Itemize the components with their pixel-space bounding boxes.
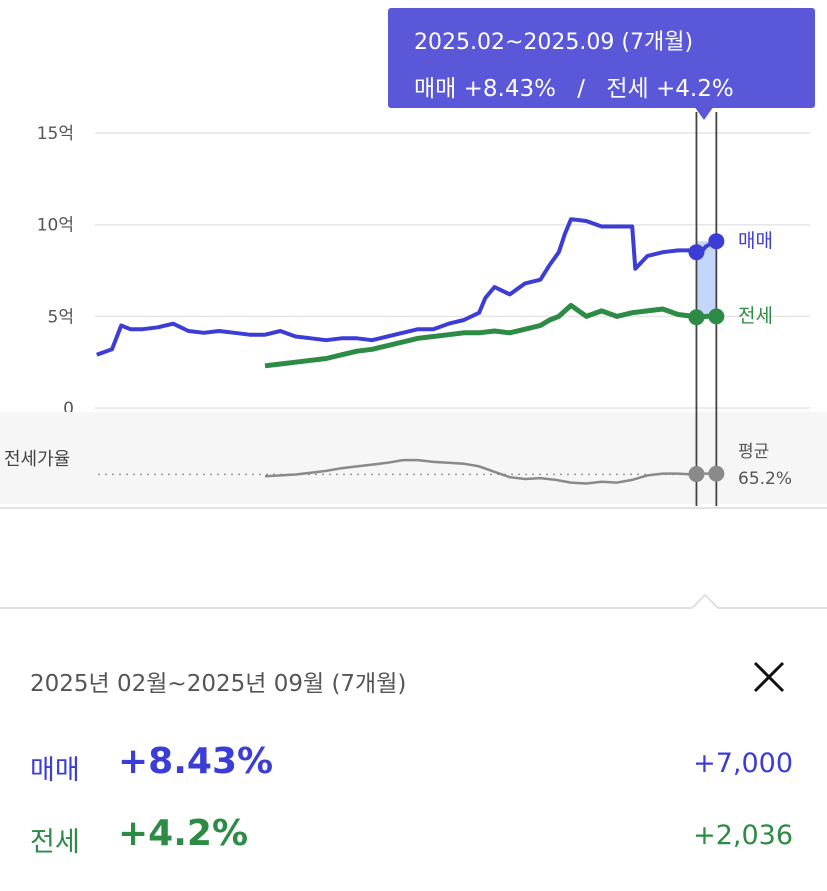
sale-point [688, 244, 705, 261]
sale-price-line [96, 217, 716, 357]
jeonse-point [688, 309, 705, 326]
sale-row-label: 매매 [30, 755, 80, 786]
y-tick-label: 10억 [37, 216, 74, 236]
selection-tooltip: 2025.02~2025.09 (7개월) 매매 +8.43% / 전세 +4.… [388, 8, 815, 108]
ratio-point [708, 465, 725, 482]
selection-highlight[interactable] [696, 241, 717, 317]
tooltip-sale-change: 매매 +8.43% [414, 76, 556, 102]
jeonse-price-line [264, 302, 715, 369]
ratio-avg-value: 65.2% [738, 469, 792, 489]
tooltip-separator: / [577, 76, 586, 102]
ratio-band-background [0, 412, 827, 504]
sale-series-label: 매매 [738, 230, 773, 252]
jeonse-series-label: 전세 [738, 305, 773, 327]
tooltip-period: 2025.02~2025.09 (7개월) [414, 30, 694, 55]
y-tick-label: 15억 [37, 124, 74, 144]
jeonse-ratio-line [264, 458, 715, 485]
y-tick-label: 0 [63, 399, 74, 419]
tooltip-pointer [694, 106, 714, 120]
jeonse-row-pct: +4.2% [118, 813, 249, 854]
jeonse-row-amount: +2,036 [693, 820, 793, 851]
close-button[interactable] [746, 654, 792, 700]
jeonse-row-label: 전세 [30, 827, 80, 858]
tooltip-jeonse-change: 전세 +4.2% [606, 76, 734, 102]
ratio-avg-label: 평균 [738, 442, 769, 462]
tooltip-summary: 매매 +8.43% / 전세 +4.2% [414, 69, 734, 103]
y-tick-label: 5억 [48, 307, 74, 327]
sale-row-pct: +8.43% [118, 741, 274, 782]
sale-row-amount: +7,000 [693, 748, 793, 779]
ratio-axis-label: 전세가율 [4, 449, 70, 470]
sale-point [708, 233, 725, 250]
chart-grid [95, 132, 810, 409]
period-title: 2025년 02월~2025년 09월 (7개월) [30, 671, 407, 697]
close-icon [753, 661, 785, 693]
ratio-point [688, 466, 705, 483]
jeonse-point [708, 308, 725, 325]
panel-divider [0, 593, 827, 609]
